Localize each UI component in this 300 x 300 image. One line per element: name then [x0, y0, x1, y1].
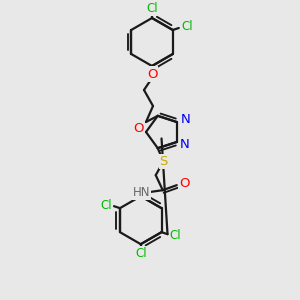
Text: Cl: Cl	[135, 247, 147, 260]
Text: O: O	[147, 68, 157, 80]
Text: Cl: Cl	[170, 229, 181, 242]
Text: N: N	[181, 112, 190, 125]
Text: HN: HN	[133, 186, 151, 199]
Text: N: N	[180, 139, 190, 152]
Text: S: S	[160, 155, 168, 168]
Text: Cl: Cl	[100, 199, 112, 212]
Text: O: O	[179, 177, 190, 190]
Text: Cl: Cl	[181, 20, 193, 34]
Text: Cl: Cl	[146, 2, 158, 16]
Text: O: O	[133, 122, 143, 134]
